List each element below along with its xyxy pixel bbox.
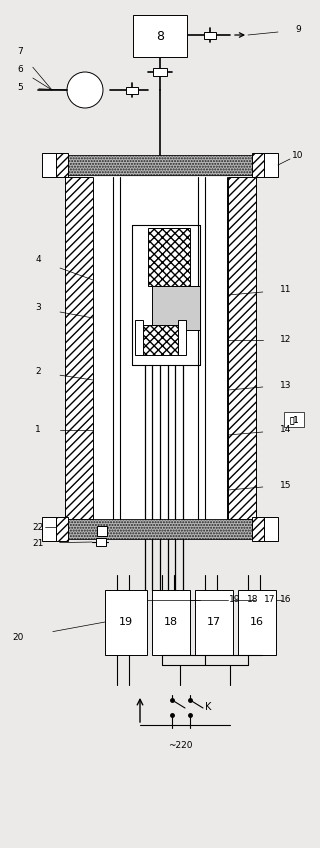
Text: 18: 18 [164,617,178,627]
Text: ~220: ~220 [168,740,192,750]
Bar [148,228,190,286]
Text: 3: 3 [35,304,41,313]
Text: 7: 7 [17,47,23,57]
Bar [264,153,278,177]
Bar [252,517,264,541]
Bar [56,153,68,177]
Bar [153,68,167,76]
Bar [52,519,267,539]
Text: 18: 18 [247,595,259,605]
Text: 17: 17 [207,617,221,627]
Text: 14: 14 [280,426,292,434]
Bar [178,320,186,355]
Bar [135,320,143,355]
Bar [238,590,276,655]
Bar [152,590,190,655]
Text: 2: 2 [35,367,41,377]
Text: 图1: 图1 [289,416,299,425]
Text: 17: 17 [264,595,276,605]
Text: 11: 11 [280,286,292,294]
Bar [97,526,107,536]
Text: 4: 4 [35,255,41,265]
Bar [42,517,56,541]
Text: 13: 13 [280,381,292,389]
Bar [65,177,93,519]
Text: 20: 20 [12,633,24,643]
Bar [132,225,200,365]
Text: 16: 16 [250,617,264,627]
Text: 10: 10 [292,150,304,159]
Bar [105,590,147,655]
Bar [126,87,138,94]
Circle shape [67,72,103,108]
Bar [96,538,106,546]
Bar [284,412,304,427]
Bar [195,590,233,655]
Text: K: K [205,702,211,712]
Bar [52,155,267,175]
Bar [264,517,278,541]
Text: 图1: 图1 [289,416,299,425]
Text: 21: 21 [32,538,44,548]
Bar [133,15,187,57]
Text: 1: 1 [35,426,41,434]
Bar [228,177,256,519]
Text: 5: 5 [17,83,23,92]
Bar [152,286,200,330]
Bar [56,517,68,541]
Bar [252,153,264,177]
Bar [93,177,227,519]
Text: 16: 16 [280,595,292,605]
Bar [204,32,216,39]
Text: 15: 15 [280,481,292,489]
Text: 9: 9 [295,25,301,35]
Text: 6: 6 [17,65,23,75]
Text: 19: 19 [119,617,133,627]
Text: 19: 19 [229,595,241,605]
Text: 12: 12 [280,336,292,344]
Bar [140,325,178,355]
Text: 22: 22 [32,522,44,532]
Bar [42,153,56,177]
Text: 8: 8 [156,30,164,42]
